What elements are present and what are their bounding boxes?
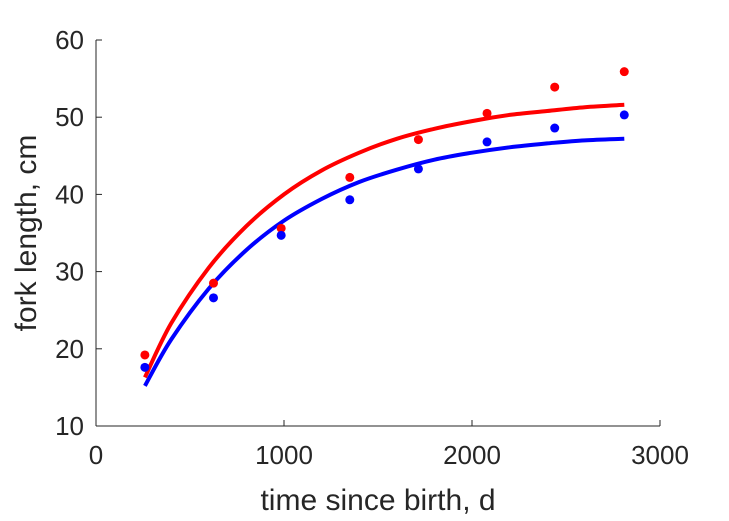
data-points-layer xyxy=(140,67,629,372)
y-tick-label: 30 xyxy=(55,257,84,287)
x-axis-label: time since birth, d xyxy=(260,484,495,517)
data-point-series-2 xyxy=(482,137,492,147)
data-point-series-2 xyxy=(413,164,423,174)
y-axis-ticks: 10 20 30 40 50 60 xyxy=(55,25,102,441)
fit-curve-series-1 xyxy=(143,102,625,379)
data-point-series-2 xyxy=(140,362,150,372)
data-point-series-1 xyxy=(482,108,492,118)
data-point-series-1 xyxy=(550,82,560,92)
x-tick-label: 0 xyxy=(89,440,103,470)
axes xyxy=(95,40,660,427)
x-axis-ticks: 0 1000 2000 3000 xyxy=(89,420,689,470)
y-tick-label: 40 xyxy=(55,179,84,209)
y-tick-label: 50 xyxy=(55,102,84,132)
data-point-series-2 xyxy=(345,195,355,205)
x-tick-label: 1000 xyxy=(255,440,313,470)
data-point-series-1 xyxy=(413,135,423,145)
y-tick-label: 10 xyxy=(55,411,84,441)
data-point-series-2 xyxy=(619,110,629,120)
data-point-series-2 xyxy=(550,123,560,133)
data-point-series-1 xyxy=(345,172,355,182)
data-point-series-2 xyxy=(209,293,218,303)
data-point-series-1 xyxy=(140,350,150,360)
y-tick-label: 20 xyxy=(55,334,84,364)
fit-curve-series-2 xyxy=(143,136,625,387)
data-point-series-1 xyxy=(276,223,286,233)
fit-curves-layer xyxy=(143,102,625,387)
x-tick-label: 2000 xyxy=(443,440,501,470)
y-axis-label: fork length, cm xyxy=(10,135,43,332)
data-point-series-1 xyxy=(209,278,218,288)
data-point-series-2 xyxy=(276,230,286,240)
y-tick-label: 60 xyxy=(55,25,84,55)
x-tick-label: 3000 xyxy=(631,440,689,470)
data-point-series-1 xyxy=(619,67,629,77)
